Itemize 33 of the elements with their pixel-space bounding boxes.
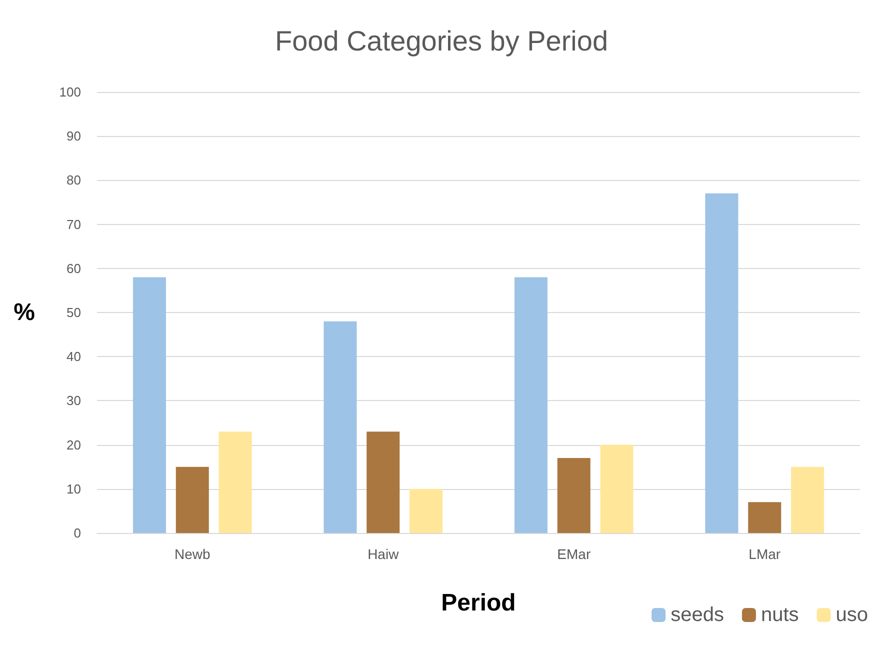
x-tick-label: Haiw	[368, 546, 400, 562]
y-tick-label: 20	[66, 437, 81, 452]
bar	[748, 502, 782, 533]
bar	[705, 193, 738, 533]
y-tick-label: 90	[66, 128, 81, 144]
y-tick-label: 40	[66, 349, 81, 364]
y-tick-label: 60	[66, 260, 81, 276]
y-tick-label: 0	[74, 526, 81, 540]
chart-title: Food Categories by Period	[274, 26, 608, 56]
legend-label: uso	[836, 604, 868, 626]
legend-label: nuts	[760, 604, 799, 626]
bar	[791, 466, 824, 533]
y-tick-label: 70	[66, 216, 81, 232]
bar	[366, 432, 400, 533]
x-tick-label: EMar	[557, 546, 591, 562]
x-axis-title: Period	[441, 590, 516, 616]
bar	[324, 321, 357, 533]
x-tick-label: Newb	[174, 546, 210, 562]
bar	[514, 277, 548, 533]
y-tick-label: 30	[66, 393, 81, 408]
bar	[132, 277, 166, 533]
y-tick-label: 100	[59, 84, 81, 100]
y-axis-title: %	[14, 299, 35, 326]
bar	[218, 432, 252, 533]
bar	[557, 458, 590, 533]
y-tick-label: 80	[66, 172, 81, 188]
bar	[176, 466, 209, 533]
bar	[600, 444, 634, 533]
y-tick-label: 10	[66, 481, 81, 496]
y-tick-label: 50	[66, 305, 81, 320]
x-tick-label: LMar	[748, 546, 781, 562]
bar	[410, 488, 443, 533]
legend-label: seeds	[670, 604, 724, 626]
